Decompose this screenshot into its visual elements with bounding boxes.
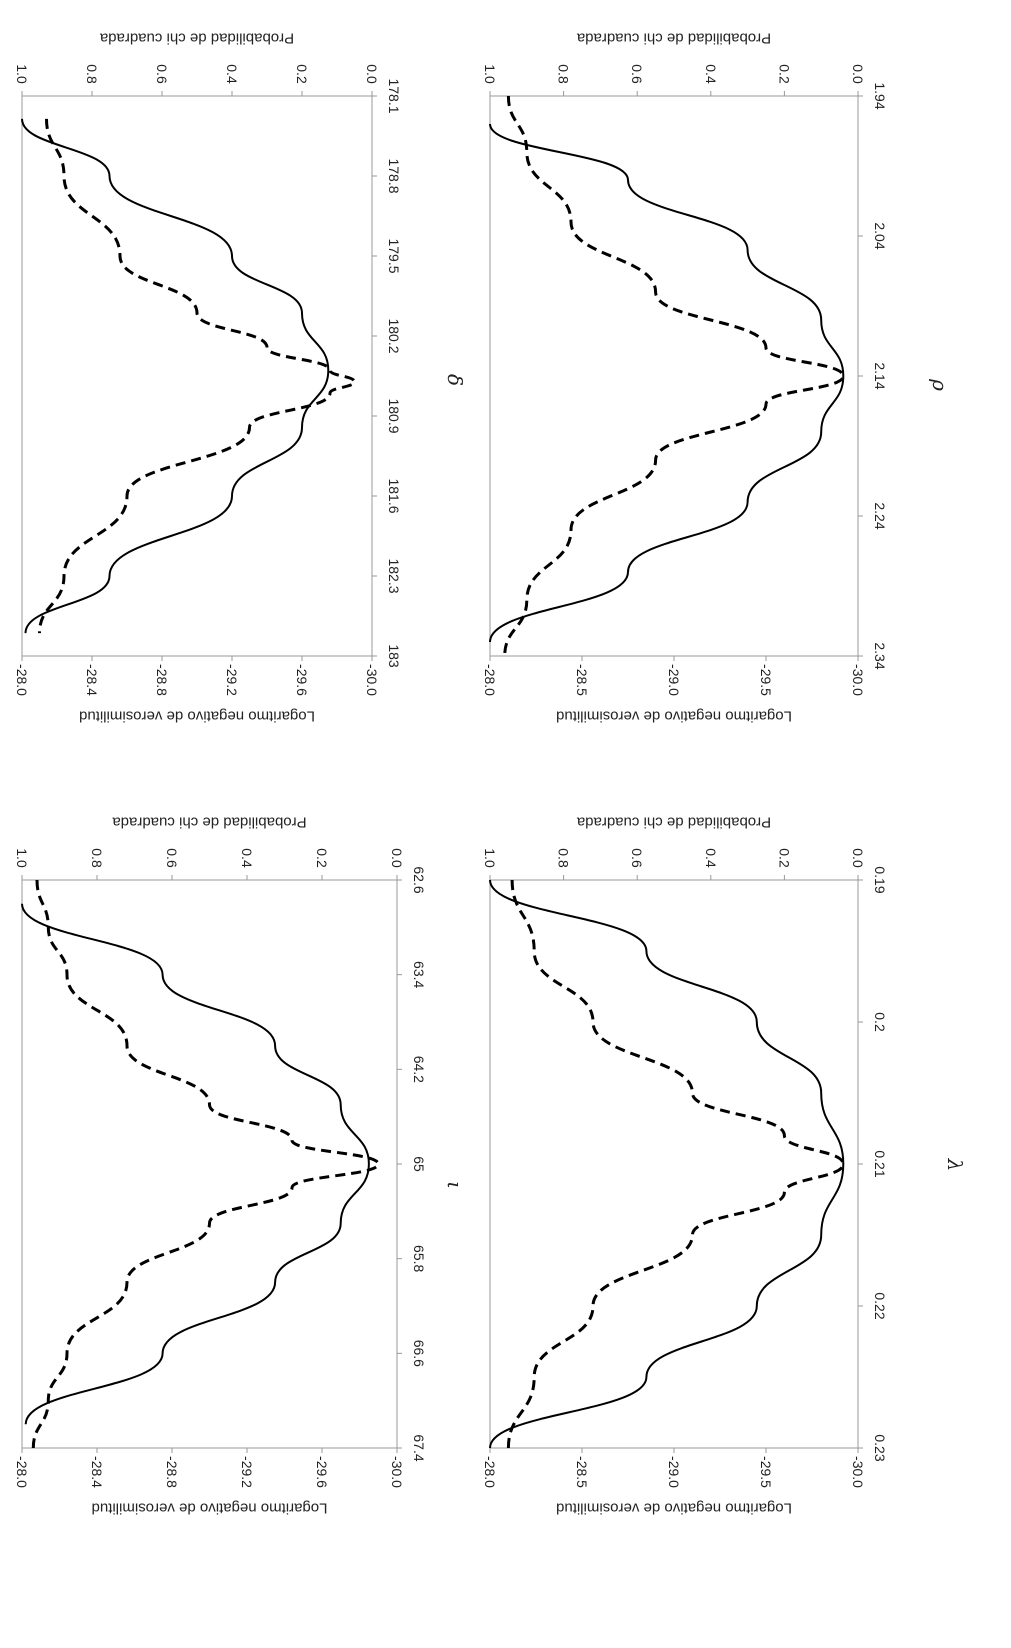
right-axis-title: Probabilidad de chi cuadrada (576, 814, 771, 831)
x-tick-label: 1.94 (872, 82, 888, 109)
left-tick-label: -28.8 (164, 1456, 180, 1488)
right-tick-label: 0.2 (776, 848, 792, 868)
x-tick-label: 2.34 (872, 642, 888, 669)
left-axis-title: Logaritmo negativo de verosimilitud (92, 1500, 328, 1517)
left-tick-label: -28.4 (89, 1456, 105, 1488)
right-tick-label: 0.4 (703, 848, 719, 868)
x-tick-label: 0.19 (872, 866, 888, 893)
right-tick-label: 0.2 (294, 64, 310, 84)
right-tick-label: 0.0 (850, 64, 866, 84)
right-tick-label: 0.4 (224, 64, 240, 84)
left-tick-label: -29.0 (666, 664, 682, 696)
right-tick-label: 0.6 (629, 64, 645, 84)
x-tick-label: 183 (386, 644, 402, 668)
left-tick-label: -29.6 (314, 1456, 330, 1488)
chart-panel-delta: 178.1 178.8 179.5 180.2 180.9 181.6 182.3 183 -2… (14, 30, 467, 725)
x-tick-label: 0.23 (872, 1434, 888, 1461)
x-tick-label: 2.24 (872, 502, 888, 529)
left-tick-label: -29.5 (758, 664, 774, 696)
x-tick-label: 65 (411, 1156, 427, 1172)
right-tick-label: 1.0 (14, 64, 30, 84)
right-tick-label: 0.4 (239, 848, 255, 868)
left-tick-label: -30.0 (364, 664, 380, 696)
x-axis-title: δ (443, 374, 467, 386)
right-tick-label: 0.0 (389, 848, 405, 868)
right-tick-label: 0.8 (84, 64, 100, 84)
left-tick-label: -29.2 (239, 1456, 255, 1488)
left-tick-label: -28.0 (482, 664, 498, 696)
left-tick-label: -30.0 (389, 1456, 405, 1488)
x-axis-title: ρ (928, 378, 952, 391)
x-axis-title: λ (943, 1158, 967, 1172)
x-tick-label: 0.21 (872, 1150, 888, 1177)
series-line-neg-loglik (489, 123, 845, 643)
chart-panel-lambda: 0.19 0.2 0.21 0.22 0.23 -28.0 -28.5 -29.0 -29.5 -… (482, 814, 967, 1517)
series-line-neg-loglik (489, 879, 845, 1449)
left-tick-label: -28.8 (154, 664, 170, 696)
x-tick-label: 66.6 (411, 1340, 427, 1367)
x-axis-title: ι (443, 1181, 467, 1189)
left-axis-title: Logaritmo negativo de verosimilitud (556, 708, 792, 725)
left-axis-title: Logaritmo negativo de verosimilitud (79, 708, 315, 725)
right-tick-label: 0.6 (629, 848, 645, 868)
x-tick-label: 178.1 (386, 78, 402, 113)
left-tick-label: -29.0 (666, 1456, 682, 1488)
right-tick-label: 0.6 (154, 64, 170, 84)
left-tick-label: -28.0 (482, 1456, 498, 1488)
left-tick-label: -28.4 (84, 664, 100, 696)
x-tick-label: 180.9 (386, 398, 402, 433)
x-tick-label: 178.8 (386, 158, 402, 193)
x-tick-label: 0.22 (872, 1292, 888, 1319)
right-tick-label: 0.0 (364, 64, 380, 84)
x-tick-label: 0.2 (872, 1012, 888, 1032)
left-tick-label: -30.0 (850, 1456, 866, 1488)
right-tick-label: 0.4 (703, 64, 719, 84)
x-tick-label: 65.8 (411, 1245, 427, 1272)
x-tick-label: 2.14 (872, 362, 888, 389)
x-tick-label: 63.4 (411, 961, 427, 988)
left-tick-label: -30.0 (850, 664, 866, 696)
right-tick-label: 0.8 (556, 64, 572, 84)
right-tick-label: 0.2 (314, 848, 330, 868)
left-axis-title: Logaritmo negativo de verosimilitud (556, 1500, 792, 1517)
series-line-chi-probability (38, 118, 357, 634)
x-tick-label: 182.3 (386, 558, 402, 593)
x-tick-label: 62.6 (411, 866, 427, 893)
right-tick-label: 0.8 (89, 848, 105, 868)
left-tick-label: -29.5 (758, 1456, 774, 1488)
series-line-neg-loglik (21, 118, 330, 634)
x-tick-label: 67.4 (411, 1434, 427, 1461)
left-tick-label: -29.2 (224, 664, 240, 696)
right-axis-title: Probabilidad de chi cuadrada (576, 30, 771, 47)
x-tick-label: 2.04 (872, 222, 888, 249)
right-tick-label: 1.0 (482, 64, 498, 84)
left-tick-label: -28.5 (574, 1456, 590, 1488)
left-tick-label: -29.6 (294, 664, 310, 696)
left-tick-label: -28.0 (14, 1456, 30, 1488)
right-axis-title: Probabilidad de chi cuadrada (99, 30, 294, 47)
left-tick-label: -28.0 (14, 664, 30, 696)
x-tick-label: 64.2 (411, 1056, 427, 1083)
x-tick-label: 181.6 (386, 478, 402, 513)
x-tick-label: 180.2 (386, 318, 402, 353)
series-line-chi-probability (31, 879, 380, 1449)
x-tick-label: 179.5 (386, 238, 402, 273)
left-tick-label: -28.5 (574, 664, 590, 696)
right-tick-label: 1.0 (482, 848, 498, 868)
chart-panel-rho: 1.94 2.04 2.14 2.24 2.34 -28.0 -28.5 -29.0 -29.5… (482, 30, 952, 725)
right-tick-label: 0.0 (850, 848, 866, 868)
right-tick-label: 1.0 (14, 848, 30, 868)
series-line-neg-loglik (21, 903, 370, 1425)
right-tick-label: 0.8 (556, 848, 572, 868)
right-axis-title: Probabilidad de chi cuadrada (112, 814, 307, 831)
right-tick-label: 0.2 (776, 64, 792, 84)
right-tick-label: 0.6 (164, 848, 180, 868)
chart-panel-iota: 62.6 63.4 64.2 65 65.8 66.6 67.4 -28.0 -28.4 -28.… (14, 814, 467, 1517)
series-line-chi-probability (503, 95, 845, 657)
series-line-chi-probability (506, 879, 845, 1449)
